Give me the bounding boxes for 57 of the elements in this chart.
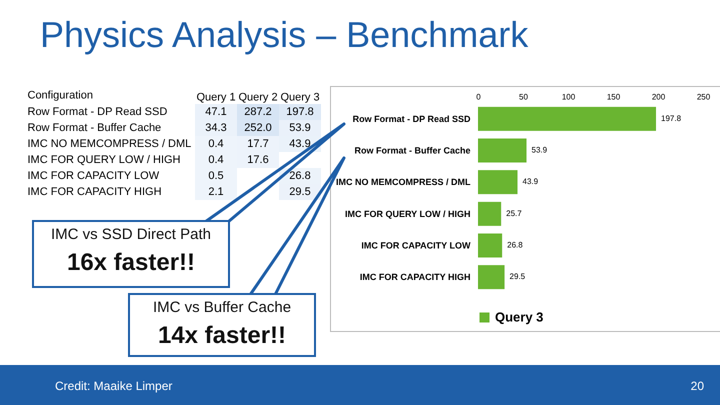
data-label: 53.9 bbox=[289, 122, 311, 134]
y-tick-label: IMC FOR CAPACITY LOW bbox=[28, 170, 160, 182]
y-tick-label: IMC FOR CAPACITY HIGH bbox=[360, 272, 470, 282]
y-tick-label: IMC FOR QUERY LOW / HIGH bbox=[345, 208, 470, 219]
y-tick-label: Row Format - Buffer Cache bbox=[354, 146, 470, 156]
y-tick-label: Row Format - DP Read SSD bbox=[28, 106, 168, 118]
legend-label: Query 3 bbox=[495, 310, 544, 324]
data-label: 17.6 bbox=[247, 154, 269, 166]
x-tick-label: Query 3 bbox=[280, 92, 320, 104]
data-label: 47.1 bbox=[205, 106, 227, 118]
y-tick-label: Row Format - DP Read SSD bbox=[352, 114, 471, 124]
data-label: 0.5 bbox=[208, 170, 224, 182]
y-tick-label: IMC FOR QUERY LOW / HIGH bbox=[28, 154, 181, 166]
y-axis-title: Configuration bbox=[28, 90, 93, 102]
data-label: 29.5 bbox=[289, 186, 311, 198]
bar bbox=[478, 265, 505, 290]
y-tick-label: IMC FOR CAPACITY LOW bbox=[361, 240, 471, 250]
data-label: 43.9 bbox=[289, 138, 311, 150]
bar bbox=[478, 138, 527, 162]
y-tick-label: IMC NO MEMCOMPRESS / DML bbox=[336, 177, 471, 188]
data-label: 0.4 bbox=[208, 154, 224, 166]
x-tick-label: 50 bbox=[519, 92, 528, 102]
x-tick-label: 100 bbox=[562, 92, 576, 102]
data-label: 25.7 bbox=[506, 208, 522, 218]
x-tick-label: Query 1 bbox=[196, 92, 236, 104]
data-label: 0.4 bbox=[208, 138, 224, 150]
data-label: 17.7 bbox=[247, 138, 269, 150]
bar bbox=[478, 170, 518, 194]
data-label: 252.0 bbox=[244, 122, 272, 134]
y-tick-label: IMC FOR CAPACITY HIGH bbox=[28, 186, 162, 198]
data-label: 197.8 bbox=[286, 106, 314, 118]
x-tick-label: 250 bbox=[696, 92, 711, 102]
text: 16x faster!! bbox=[66, 249, 196, 277]
x-tick-label: 150 bbox=[606, 92, 621, 102]
x-tick-label: Query 2 bbox=[238, 92, 278, 104]
bar bbox=[478, 202, 502, 226]
bar bbox=[478, 106, 656, 131]
data-label: 53.9 bbox=[532, 146, 548, 154]
data-label: 197.8 bbox=[661, 114, 682, 123]
x-tick-label: 0 bbox=[476, 92, 482, 102]
data-label: 43.9 bbox=[522, 177, 539, 186]
y-tick-label: IMC NO MEMCOMPRESS / DML bbox=[28, 138, 192, 150]
data-label: 26.8 bbox=[289, 170, 311, 182]
data-label: 287.2 bbox=[244, 106, 272, 118]
data-label: 34.3 bbox=[205, 122, 227, 134]
data-label: 2.1 bbox=[208, 186, 224, 198]
bar bbox=[478, 234, 502, 258]
text: IMC vs Buffer Cache bbox=[152, 299, 292, 316]
chart-title: Physics Analysis – Benchmark bbox=[40, 14, 528, 56]
x-tick-label: 200 bbox=[652, 92, 666, 102]
y-tick-label: Row Format - Buffer Cache bbox=[28, 122, 162, 134]
text: IMC vs SSD Direct Path bbox=[50, 226, 212, 243]
data-label: 29.5 bbox=[510, 272, 526, 282]
text: Credit: Maaike Limper bbox=[55, 379, 172, 393]
data-label: 26.8 bbox=[507, 240, 524, 250]
text: 14x faster!! bbox=[156, 322, 288, 350]
text: 20 bbox=[690, 379, 704, 393]
